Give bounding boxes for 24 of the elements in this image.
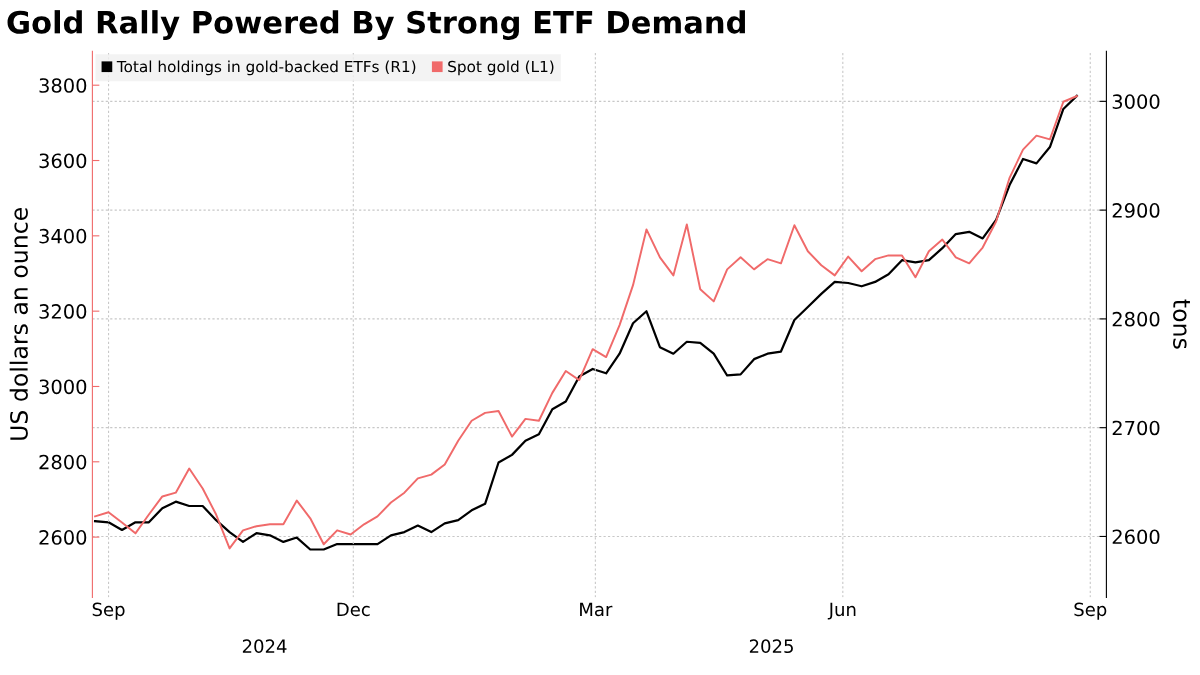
- legend-label: Spot gold (L1): [448, 60, 554, 76]
- y-tick-label: 3400: [39, 228, 87, 244]
- legend-label: Total holdings in gold-backed ETFs (R1): [116, 60, 416, 76]
- y2-tick-label: 2700: [1112, 420, 1160, 436]
- x-tick-label: Jun: [827, 602, 856, 620]
- y-tick-label: 3000: [39, 379, 87, 395]
- y-tick-label: 3800: [39, 78, 87, 93]
- chart-title: Gold Rally Powered By Strong ETF Demand: [7, 10, 745, 40]
- x-tick-label: Mar: [580, 602, 613, 617]
- y-tick-label: 3200: [39, 304, 87, 319]
- y2-tick-label: 3000: [1112, 94, 1160, 109]
- y2-tick-label: 2600: [1112, 529, 1160, 545]
- y-axis-title: US dollars an ounce: [9, 208, 28, 440]
- y2-axis-title: tons: [1173, 299, 1190, 349]
- x-tick-label: Sep: [92, 602, 125, 620]
- x-tick-label: Sep: [1074, 602, 1107, 620]
- y-tick-label: 3600: [39, 153, 87, 169]
- y2-tick-label: 2800: [1112, 311, 1160, 327]
- y-tick-label: 2800: [39, 454, 87, 470]
- x-tick-label: Dec: [337, 602, 370, 617]
- text: 2024: [242, 639, 287, 654]
- text: 2025: [749, 639, 793, 654]
- y-tick-label: 2600: [39, 530, 87, 545]
- y2-tick-label: 2900: [1112, 203, 1160, 218]
